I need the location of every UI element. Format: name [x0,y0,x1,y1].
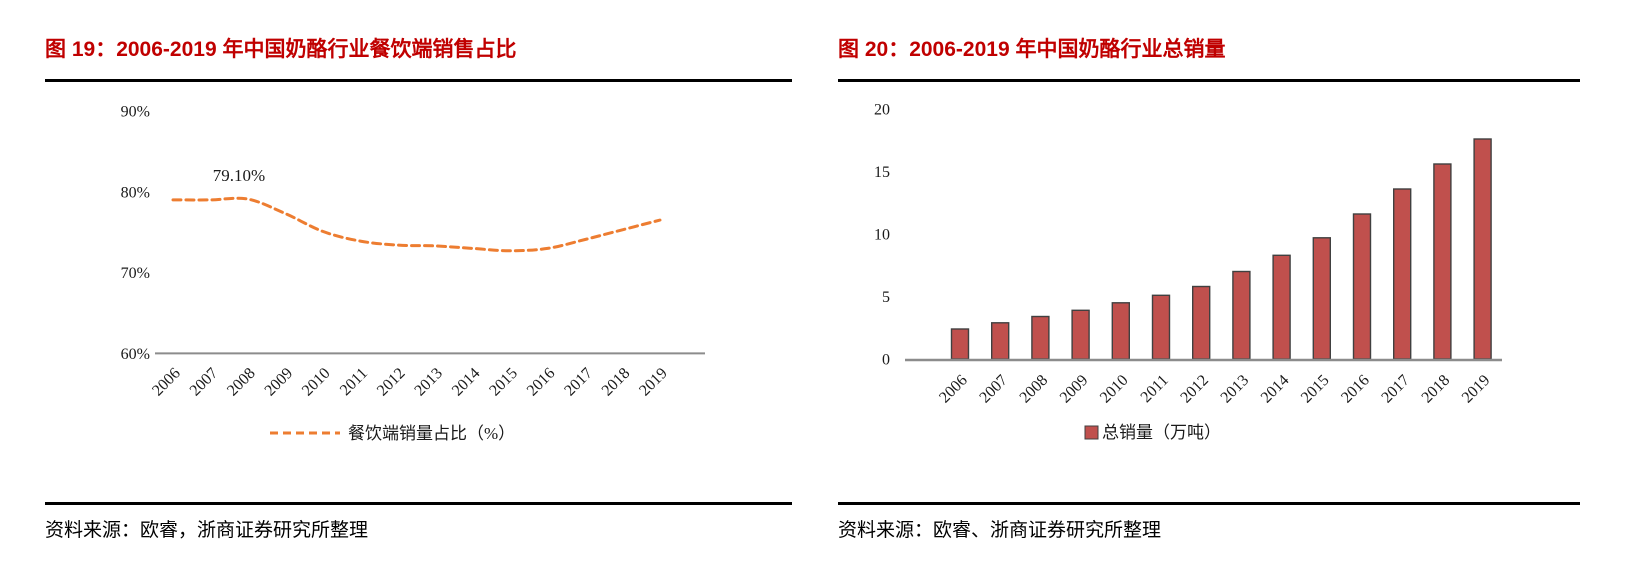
x-tick-label: 2010 [299,365,334,400]
figure-20-title: 图 20：2006-2019 年中国奶酪行业总销量 [838,38,1226,61]
x-tick-label: 2007 [976,372,1011,407]
x-tick-label: 2015 [486,365,521,400]
restaurant-share-line-chart: 90% 80% 70% 60% 2006 2007 2008 2009 2010 2011 2012… [121,104,705,443]
x-tick-label: 2009 [262,365,297,400]
sales-bar [990,322,1010,360]
figure-20-source: 资料来源：欧睿、浙商证券研究所整理 [838,520,1162,541]
x-tick-label: 2013 [411,365,446,400]
figure-20-title-rule [838,79,1580,82]
y-tick-label: 70% [121,265,150,282]
y-tick-label: 10 [874,227,890,244]
x-tick-label: 2012 [1177,372,1212,407]
x-tick-label: 2014 [1258,372,1293,407]
y-tick-label: 90% [121,104,150,121]
x-tick-label: 2019 [1459,372,1494,407]
x-tick-label: 2013 [1218,372,1253,407]
x-tick-label: 2015 [1298,372,1333,407]
figure-20-panel: 图 20：2006-2019 年中国奶酪行业总销量 20 15 10 5 0 2006 20… [838,36,1580,542]
restaurant-share-line [171,196,662,253]
x-tick-label: 2008 [1017,372,1052,407]
x-tick-label: 2006 [149,365,184,400]
sales-bar [950,328,970,360]
y-tick-label: 15 [874,164,890,181]
x-tick-label: 2016 [1338,372,1373,407]
x-tick-label: 2010 [1097,372,1132,407]
sales-bar [1393,188,1412,360]
x-tick-label: 2019 [636,365,671,400]
sales-bar [1433,163,1452,360]
figure-19-source: 资料来源：欧睿，浙商证券研究所整理 [45,520,369,541]
figure-19-title: 图 19：2006-2019 年中国奶酪行业餐饮端销售占比 [45,38,517,61]
figure-20-source-rule [838,502,1580,505]
x-tick-label: 2014 [449,365,484,400]
x-tick-label: 2011 [1138,372,1172,406]
y-tick-label: 20 [874,102,890,119]
y-tick-label: 80% [121,184,150,201]
x-tick-label: 2018 [1419,372,1454,407]
peak-data-label: 79.10% [213,166,265,185]
y-tick-label: 5 [882,289,890,306]
x-tick-label: 2011 [337,365,371,399]
x-tick-label: 2017 [1378,372,1413,407]
figure-19-source-rule [45,502,792,505]
sales-bar [1232,270,1251,360]
sales-bar [1312,237,1331,360]
legend-label: 餐饮端销量占比（%） [348,424,515,443]
figure-19-panel: 图 19：2006-2019 年中国奶酪行业餐饮端销售占比 90% 80% 70% 6… [45,36,792,542]
legend-label: 总销量（万吨） [1102,423,1221,442]
sales-bar [1473,138,1492,360]
sales-bar [1192,285,1211,360]
sales-bar [1352,213,1372,360]
y-tick-label: 60% [121,346,150,363]
sales-bar [1151,294,1171,360]
y-tick-label: 0 [882,352,890,369]
sales-bar [1111,302,1130,360]
x-tick-label: 2017 [561,365,596,400]
x-tick-label: 2018 [599,365,634,400]
sales-bar [1031,315,1050,360]
sales-bar [1071,309,1090,360]
x-tick-label: 2007 [187,365,222,400]
x-tick-label: 2006 [936,372,971,407]
x-tick-label: 2016 [524,365,559,400]
x-tick-label: 2009 [1057,372,1092,407]
figure-19-title-rule [45,79,792,82]
sales-bar [1272,254,1291,360]
x-tick-label: 2012 [374,365,409,400]
legend-square-swatch [1084,425,1099,440]
x-tick-label: 2008 [224,365,259,400]
